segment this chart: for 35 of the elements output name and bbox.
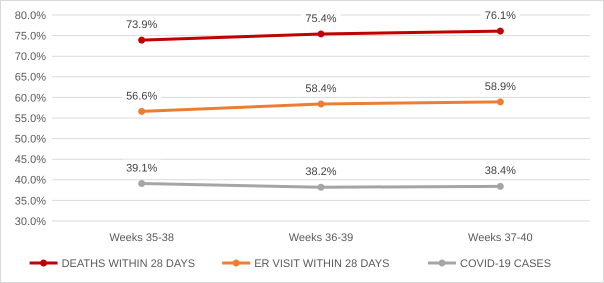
x-tick-label: Weeks 36-39 xyxy=(288,232,354,244)
y-tick-label: 70.0% xyxy=(14,51,46,64)
data-label: 58.9% xyxy=(484,80,516,93)
y-tick-label: 50.0% xyxy=(14,133,46,146)
data-label: 38.4% xyxy=(484,165,516,178)
y-tick-label: 35.0% xyxy=(14,195,46,208)
data-label: 73.9% xyxy=(126,18,158,31)
y-tick-label: 80.0% xyxy=(14,10,46,22)
y-tick-label: 65.0% xyxy=(14,72,46,84)
point xyxy=(496,98,504,106)
x-tick-label: Weeks 35-38 xyxy=(109,232,174,244)
legend-label: DEATHS WITHIN 28 DAYS xyxy=(62,258,196,270)
y-tick-label: 75.0% xyxy=(14,30,46,42)
data-label: 38.2% xyxy=(305,166,337,178)
point xyxy=(138,108,146,115)
data-label: 58.4% xyxy=(305,82,337,95)
point xyxy=(318,100,324,108)
legend-label: COVID-19 CASES xyxy=(460,258,552,270)
data-label: 75.4% xyxy=(305,12,337,25)
point xyxy=(138,36,146,44)
point xyxy=(318,30,324,38)
x-tick-label: Weeks 37-40 xyxy=(468,232,533,244)
point xyxy=(318,184,324,191)
legend-label: ER VISIT WITHIN 28 DAYS xyxy=(254,258,390,270)
data-label: 39.1% xyxy=(126,162,158,174)
y-tick-label: 30.0% xyxy=(14,216,46,228)
point xyxy=(496,182,504,190)
point xyxy=(138,180,146,188)
data-label: 76.1% xyxy=(484,10,516,22)
data-label: 56.6% xyxy=(126,90,158,102)
y-tick-label: 55.0% xyxy=(14,112,46,125)
y-tick-label: 60.0% xyxy=(14,92,46,104)
y-tick-label: 40.0% xyxy=(14,174,46,187)
y-tick-label: 45.0% xyxy=(14,154,46,166)
point xyxy=(496,28,504,35)
